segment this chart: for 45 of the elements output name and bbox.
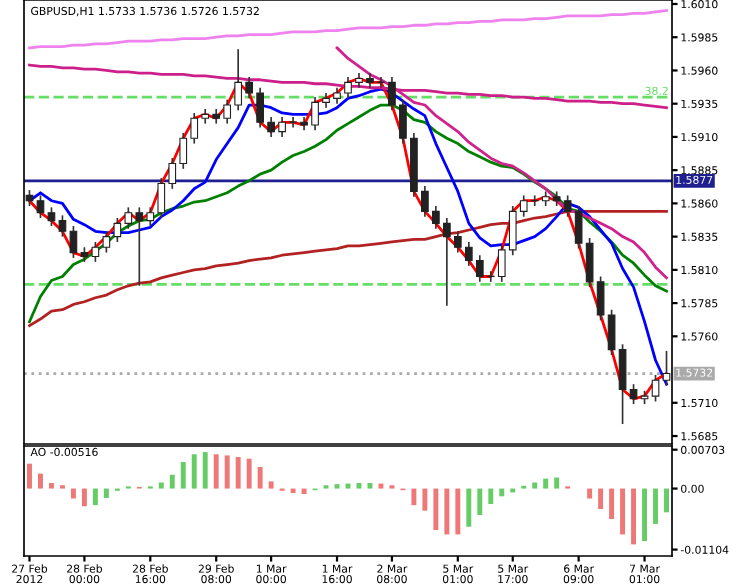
bar (444, 488, 450, 535)
bar (378, 483, 384, 489)
bar (587, 488, 593, 499)
bar (180, 462, 186, 489)
bar (598, 488, 604, 510)
bar (499, 488, 505, 497)
bar (664, 488, 669, 513)
bar (543, 478, 549, 489)
bar (191, 454, 197, 489)
bar (202, 452, 208, 489)
bar (554, 477, 560, 489)
bar (620, 488, 626, 535)
line-series (28, 9, 668, 50)
bar (653, 488, 658, 524)
bar (27, 463, 32, 489)
bar (257, 467, 263, 489)
bar (213, 454, 219, 489)
candlestick (36, 194, 45, 219)
candlestick (662, 350, 671, 387)
bar (301, 488, 307, 495)
bar (477, 488, 483, 516)
bar (235, 457, 241, 489)
bar (466, 488, 472, 527)
bar (81, 488, 87, 507)
bar (70, 488, 76, 499)
bar (169, 474, 175, 489)
bar (224, 455, 230, 489)
bar (488, 488, 494, 505)
bar (367, 483, 373, 489)
bar (246, 458, 252, 489)
bar (455, 488, 461, 535)
bar (38, 473, 43, 489)
bar (631, 488, 637, 545)
bar (268, 481, 274, 489)
bar (433, 488, 439, 531)
bar (609, 488, 615, 519)
bar (411, 488, 417, 506)
bar (158, 482, 164, 489)
bar (422, 488, 428, 511)
bar (103, 488, 109, 498)
bar (532, 482, 538, 489)
candlestick (651, 374, 660, 403)
bar (48, 483, 54, 489)
bar (642, 488, 648, 542)
bar (92, 488, 98, 506)
